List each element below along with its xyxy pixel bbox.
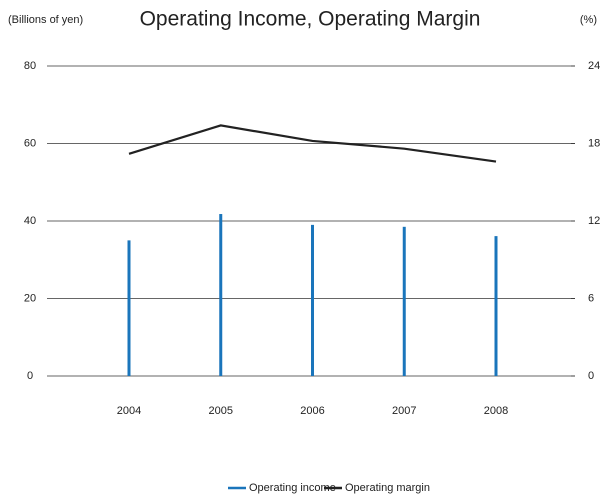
y-tick-label: 20 bbox=[24, 292, 36, 304]
bar bbox=[402, 226, 406, 376]
bar bbox=[219, 214, 223, 376]
x-tick-label: 2008 bbox=[484, 405, 508, 417]
y-tick-label: 60 bbox=[24, 137, 36, 149]
y2-axis-label: (%) bbox=[580, 14, 597, 26]
line bbox=[128, 124, 497, 163]
y-tick-label: 40 bbox=[24, 215, 36, 227]
y2-tick-label: 24 bbox=[588, 60, 600, 72]
bar bbox=[127, 240, 131, 376]
legend-label: Operating income bbox=[249, 482, 336, 494]
x-tick-label: 2004 bbox=[117, 405, 141, 417]
x-tick-label: 2006 bbox=[300, 405, 324, 417]
y2-tick-label: 18 bbox=[588, 137, 600, 149]
bar bbox=[311, 224, 314, 376]
y2-tick-label: 0 bbox=[588, 370, 594, 382]
legend-label: Operating margin bbox=[345, 482, 430, 494]
y-tick-label: 0 bbox=[27, 370, 33, 382]
y2-tick-label: 12 bbox=[588, 215, 600, 227]
y-axis-label: (Billions of yen) bbox=[8, 14, 83, 26]
bar bbox=[494, 236, 498, 376]
chart-title: Operating Income, Operating Margin bbox=[140, 8, 481, 31]
y-tick-label: 80 bbox=[24, 60, 36, 72]
x-tick-label: 2007 bbox=[392, 405, 416, 417]
y2-tick-label: 6 bbox=[588, 292, 594, 304]
x-tick-label: 2005 bbox=[209, 405, 233, 417]
